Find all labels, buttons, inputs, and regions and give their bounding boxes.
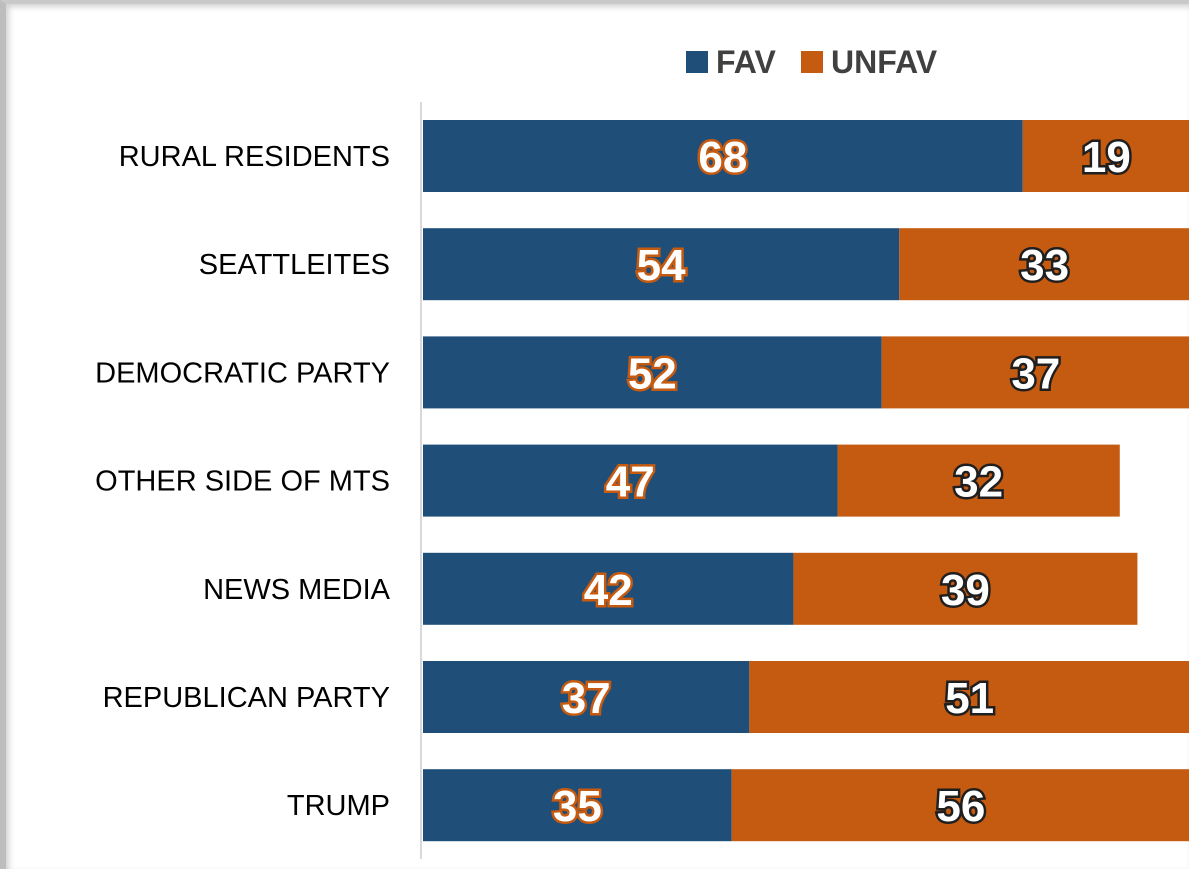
legend-swatch-unfav bbox=[801, 51, 823, 73]
bar-fav-seattleites bbox=[423, 228, 900, 301]
bar-fav-republican-party bbox=[423, 661, 750, 733]
bar-unfav-news-media bbox=[793, 552, 1138, 625]
bar-unfav-other-side-of-mts bbox=[837, 444, 1120, 517]
value-label-fav-seattleites: 54 bbox=[637, 241, 686, 290]
value-label-fav-republican-party: 37 bbox=[562, 674, 611, 723]
bar-unfav-trump bbox=[731, 769, 1189, 842]
bar-unfav-seattleites bbox=[899, 228, 1189, 301]
bar-fav-news-media bbox=[423, 552, 794, 625]
value-label-fav-news-media: 42 bbox=[584, 566, 633, 615]
bar-fav-other-side-of-mts bbox=[423, 444, 838, 517]
category-label-seattleites: SEATTLEITES bbox=[199, 249, 390, 281]
legend-label-fav: FAV bbox=[716, 44, 777, 80]
bars-group: RURAL RESIDENTS 68 19 SEATTLEITES 54 33 DEMOCR… bbox=[95, 120, 1189, 842]
legend-swatch-fav bbox=[686, 51, 708, 73]
bar-fav-rural-residents bbox=[423, 120, 1023, 192]
bar-unfav-republican-party bbox=[749, 661, 1189, 733]
category-label-rural-residents: RURAL RESIDENTS bbox=[119, 141, 390, 173]
stacked-bar-chart: FAV UNFAV RURAL RESIDENTS 68 19 SEATTLEITES 5… bbox=[95, 44, 1189, 859]
category-label-other-side-of-mts: OTHER SIDE OF MTS bbox=[95, 466, 390, 498]
value-label-fav-trump: 35 bbox=[553, 782, 602, 831]
value-label-unfav-rural-residents: 19 bbox=[1082, 133, 1131, 182]
category-label-trump: TRUMP bbox=[287, 790, 390, 822]
bar-fav-democratic-party bbox=[423, 336, 882, 409]
value-label-unfav-democratic-party: 37 bbox=[1011, 349, 1060, 398]
category-label-republican-party: REPUBLICAN PARTY bbox=[103, 682, 390, 714]
value-label-unfav-trump: 56 bbox=[936, 782, 985, 831]
value-label-fav-democratic-party: 52 bbox=[628, 349, 677, 398]
value-label-fav-rural-residents: 68 bbox=[698, 133, 747, 182]
legend: FAV UNFAV bbox=[686, 44, 938, 80]
bar-unfav-democratic-party bbox=[881, 336, 1189, 409]
category-label-democratic-party: DEMOCRATIC PARTY bbox=[95, 357, 390, 389]
value-label-unfav-other-side-of-mts: 32 bbox=[954, 458, 1003, 507]
bar-unfav-rural-residents bbox=[1022, 120, 1189, 192]
value-label-unfav-republican-party: 51 bbox=[945, 674, 994, 723]
value-label-unfav-news-media: 39 bbox=[941, 566, 990, 615]
legend-label-unfav: UNFAV bbox=[831, 44, 938, 80]
bar-fav-trump bbox=[423, 769, 732, 842]
value-label-unfav-seattleites: 33 bbox=[1020, 241, 1069, 290]
category-label-news-media: NEWS MEDIA bbox=[203, 574, 391, 606]
value-label-fav-other-side-of-mts: 47 bbox=[606, 458, 655, 507]
